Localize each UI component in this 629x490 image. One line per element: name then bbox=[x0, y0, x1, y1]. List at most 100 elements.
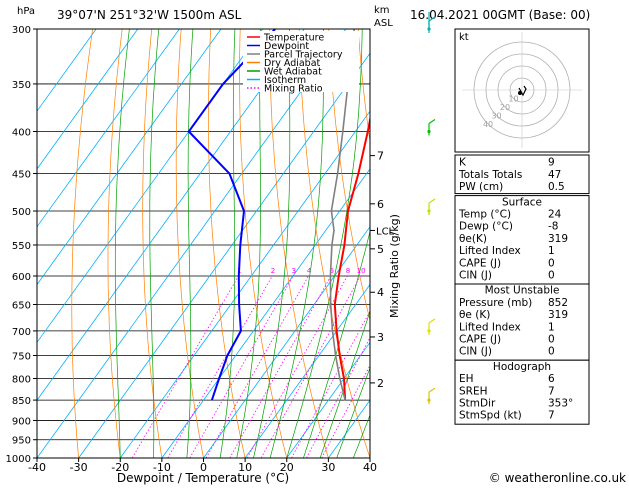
temp-tick-label: 40 bbox=[363, 461, 377, 474]
isotherm-line bbox=[37, 29, 347, 458]
asl-unit-label: ASL bbox=[374, 18, 393, 29]
temp-tick-label: -20 bbox=[111, 461, 129, 474]
index-label: θe (K) bbox=[459, 309, 490, 321]
index-value: 6 bbox=[548, 373, 555, 385]
isotherm-line bbox=[203, 226, 370, 458]
pressure-tick-label: 850 bbox=[12, 396, 31, 407]
table-section bbox=[454, 359, 590, 425]
dry-adiabat-line bbox=[239, 29, 288, 458]
wind-barbs bbox=[427, 12, 436, 405]
temp-tick-label: -40 bbox=[28, 461, 46, 474]
index-label: CIN (J) bbox=[459, 270, 492, 282]
mixing-ratio-line bbox=[229, 275, 332, 458]
index-value: 0 bbox=[548, 346, 555, 358]
pressure-tick-label: 700 bbox=[12, 327, 31, 338]
pressure-tick-label: 350 bbox=[12, 80, 31, 91]
pressure-tick-label: 450 bbox=[12, 169, 31, 180]
index-label: Dewp (°C) bbox=[459, 221, 513, 233]
index-label: SREH bbox=[459, 385, 488, 397]
mixing-ratio-axis-title: Mixing Ratio (g/kg) bbox=[388, 214, 401, 318]
isotherm-line bbox=[286, 341, 370, 458]
hodograph-ring-label: 40 bbox=[483, 120, 493, 129]
index-label: Lifted Index bbox=[459, 321, 521, 333]
wet-adiabat-line bbox=[219, 29, 236, 458]
temp-tick-label: 20 bbox=[280, 461, 294, 474]
pressure-tick-label: 900 bbox=[12, 416, 31, 427]
table-section bbox=[454, 283, 590, 361]
datetime-title: 16.04.2021 00GMT (Base: 00) bbox=[410, 8, 590, 22]
index-label: StmSpd (kt) bbox=[459, 410, 522, 422]
table-section-title: Hodograph bbox=[493, 361, 551, 373]
km-unit-label: km bbox=[374, 5, 390, 16]
index-value: 0.5 bbox=[548, 181, 565, 193]
pressure-tick-label: 800 bbox=[12, 374, 31, 385]
mixing-ratio-label: 25 bbox=[413, 267, 422, 275]
wind-barb bbox=[427, 387, 436, 405]
wet-adiabat-line bbox=[186, 29, 194, 458]
legend-entry: Isotherm bbox=[264, 75, 306, 86]
pressure-tick-label: 550 bbox=[12, 241, 31, 252]
dry-adiabat-line bbox=[142, 29, 163, 458]
index-value: 24 bbox=[548, 209, 562, 221]
dry-adiabat-line bbox=[298, 29, 370, 458]
isotherm-line bbox=[78, 52, 370, 458]
pressure-tick-label: 1000 bbox=[6, 454, 31, 465]
dry-adiabat-line bbox=[357, 29, 370, 144]
hodograph-unit-label: kt bbox=[459, 32, 469, 43]
table-section bbox=[454, 154, 590, 195]
index-label: EH bbox=[459, 373, 474, 385]
pressure-tick-label: 500 bbox=[12, 207, 31, 218]
index-value: 47 bbox=[548, 169, 561, 181]
isotherm-line bbox=[37, 29, 305, 401]
dry-adiabat-line bbox=[624, 29, 629, 458]
table-section bbox=[454, 195, 590, 285]
wet-adiabat-line bbox=[303, 230, 370, 458]
mixing-ratio-line bbox=[167, 275, 273, 458]
index-value: 353° bbox=[548, 398, 573, 410]
wet-adiabat-line bbox=[336, 366, 370, 458]
lcl-label: LCL bbox=[376, 226, 395, 237]
index-value: 1 bbox=[548, 245, 555, 257]
index-value: 7 bbox=[548, 385, 555, 397]
km-tick-label: 2 bbox=[377, 377, 384, 390]
dry-adiabat-line bbox=[594, 29, 629, 458]
wet-adiabat-line bbox=[286, 29, 363, 458]
isotherm-line bbox=[37, 29, 97, 112]
table-section-title: Surface bbox=[502, 196, 542, 208]
wet-adiabat-line bbox=[149, 29, 160, 458]
index-value: 319 bbox=[548, 309, 568, 321]
pressure-tick-label: 650 bbox=[12, 301, 31, 312]
index-value: 319 bbox=[548, 233, 568, 245]
sounding-profiles: 1 2 3 4 6 8 10 16 20 25 bbox=[187, 29, 422, 401]
km-tick-label: 4 bbox=[377, 286, 384, 299]
wet-adiabat-line bbox=[114, 29, 130, 458]
index-label: Lifted Index bbox=[459, 245, 521, 257]
dry-adiabat-line bbox=[328, 29, 370, 322]
wet-adiabat-line bbox=[269, 29, 324, 458]
mixing-ratio-line bbox=[189, 275, 294, 458]
legend-entry: Dewpoint bbox=[264, 41, 309, 52]
footer-credit: © weatheronline.co.uk bbox=[489, 471, 626, 485]
temp-tick-label: -10 bbox=[153, 461, 171, 474]
km-tick-label: 7 bbox=[377, 150, 384, 163]
index-value: -8 bbox=[548, 221, 558, 233]
isotherm-line bbox=[37, 29, 263, 344]
index-label: CAPE (J) bbox=[459, 257, 501, 269]
dry-adiabat-line bbox=[208, 29, 246, 458]
legend-background bbox=[243, 31, 359, 92]
hodograph-ring-label: 10 bbox=[508, 94, 518, 103]
isotherm-line bbox=[37, 29, 139, 170]
table-section-title: Most Unstable bbox=[485, 285, 560, 297]
x-axis-title: Dewpoint / Temperature (°C) bbox=[117, 471, 289, 485]
legend-entry: Wet Adiabat bbox=[264, 67, 322, 78]
legend-entry: Parcel Trajectory bbox=[264, 50, 343, 61]
temp-tick-label: 0 bbox=[200, 461, 207, 474]
temperature-profile bbox=[333, 115, 370, 401]
isotherm-line bbox=[161, 168, 370, 458]
axes: 3003504004505005506006507007508008509009… bbox=[6, 25, 395, 474]
legend-entry: Mixing Ratio bbox=[264, 84, 323, 95]
index-label: θe(K) bbox=[459, 233, 487, 245]
location-title: 39°07'N 251°32'W 1500m ASL bbox=[57, 8, 242, 22]
wind-barb bbox=[427, 119, 436, 136]
